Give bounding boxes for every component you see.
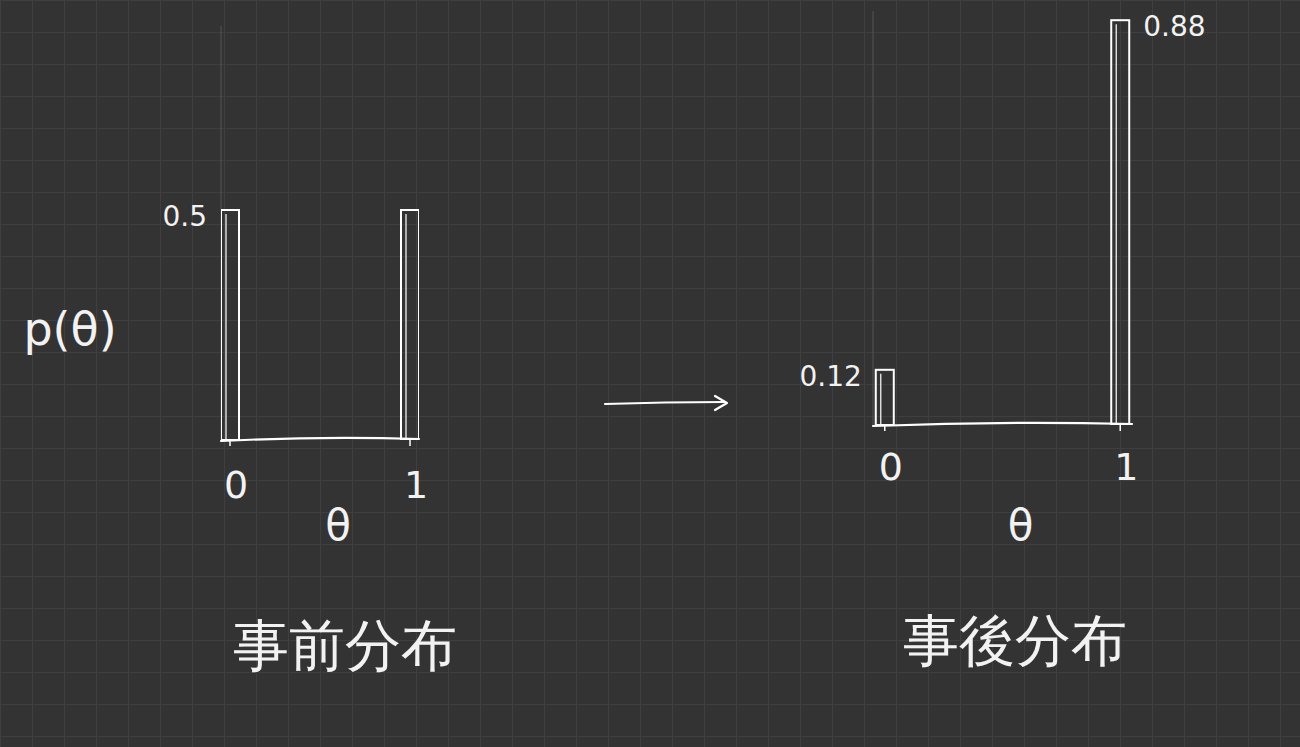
x-axis-line bbox=[873, 423, 1132, 426]
data-label: 0.5 bbox=[162, 200, 207, 233]
x-tick-label: 0 bbox=[224, 463, 248, 507]
bar-hatch bbox=[405, 214, 406, 440]
chart-title: 事前分布 bbox=[233, 613, 457, 678]
data-label: 0.12 bbox=[799, 360, 861, 393]
x-axis-label: θ bbox=[325, 501, 351, 550]
arrow-head bbox=[715, 396, 727, 410]
x-tick-label: 1 bbox=[404, 463, 428, 507]
x-tick-label: 1 bbox=[1114, 445, 1138, 489]
bar-hatch bbox=[225, 214, 226, 440]
bars bbox=[876, 20, 1129, 425]
bars bbox=[221, 210, 419, 440]
y-axis-line bbox=[873, 11, 874, 425]
bar-hatch bbox=[1116, 24, 1117, 425]
chart: 0 1 0.12 0.88 θ 事後分布 bbox=[799, 10, 1205, 673]
x-tick-label: 0 bbox=[879, 445, 903, 489]
bar bbox=[1111, 20, 1129, 425]
x-tick bbox=[409, 440, 411, 446]
x-tick bbox=[884, 425, 886, 431]
canvas: 0 1 0.5 θ p(θ) 事前分布 0 1 0.12 0.88 θ 事後分布 bbox=[0, 0, 1300, 747]
x-axis-line bbox=[221, 438, 419, 441]
bar bbox=[221, 210, 239, 440]
x-tick bbox=[1119, 425, 1121, 431]
x-tick bbox=[229, 440, 231, 446]
arrow-shaft bbox=[605, 402, 725, 404]
y-axis-label: p(θ) bbox=[23, 302, 116, 356]
data-label: 0.88 bbox=[1143, 10, 1205, 43]
chart: 0 1 0.5 θ p(θ) 事前分布 bbox=[23, 26, 457, 678]
x-axis-label: θ bbox=[1008, 501, 1034, 550]
bar bbox=[401, 210, 419, 440]
bar bbox=[876, 370, 894, 425]
bar-hatch bbox=[880, 374, 881, 425]
chart-title: 事後分布 bbox=[903, 608, 1127, 673]
